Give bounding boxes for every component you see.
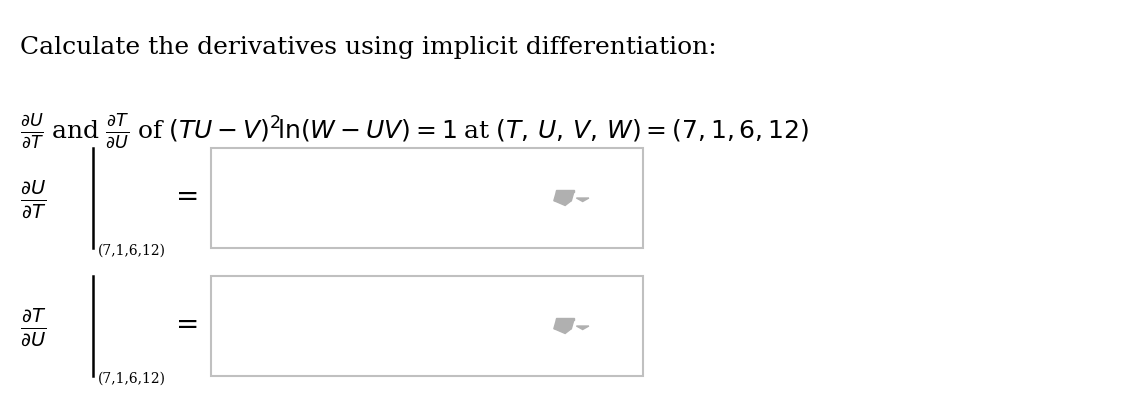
Text: (7,1,6,12): (7,1,6,12): [98, 244, 166, 258]
Text: =: =: [176, 312, 200, 340]
Polygon shape: [577, 198, 589, 202]
Text: Calculate the derivatives using implicit differentiation:: Calculate the derivatives using implicit…: [20, 36, 717, 59]
Polygon shape: [556, 190, 574, 192]
Text: $\frac{\partial U}{\partial T}$$\;$and$\;$$\frac{\partial T}{\partial U}$$\;$of$: $\frac{\partial U}{\partial T}$$\;$and$\…: [20, 112, 809, 150]
Polygon shape: [554, 320, 574, 329]
Text: $\frac{\partial U}{\partial T}$: $\frac{\partial U}{\partial T}$: [20, 179, 47, 221]
Text: $\frac{\partial T}{\partial U}$: $\frac{\partial T}{\partial U}$: [20, 307, 47, 349]
Text: =: =: [176, 184, 200, 212]
Polygon shape: [554, 329, 571, 334]
FancyBboxPatch shape: [211, 276, 643, 376]
Polygon shape: [556, 318, 574, 320]
Polygon shape: [554, 201, 571, 206]
Polygon shape: [577, 326, 589, 330]
Polygon shape: [554, 192, 574, 201]
Text: (7,1,6,12): (7,1,6,12): [98, 372, 166, 386]
FancyBboxPatch shape: [211, 148, 643, 248]
